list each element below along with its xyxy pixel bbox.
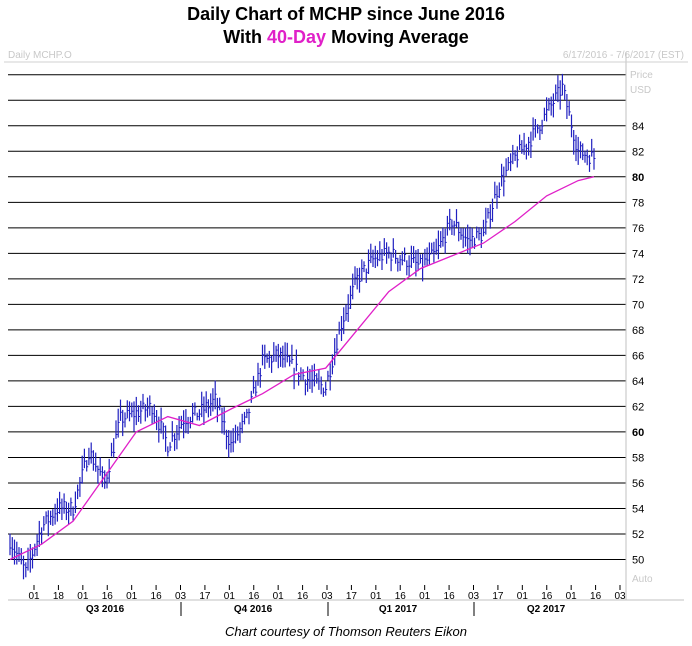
x-tick-label: 16 xyxy=(151,591,163,602)
x-tick-label: 16 xyxy=(102,591,114,602)
x-tick-label: 16 xyxy=(590,591,602,602)
y-tick-label: 84 xyxy=(632,121,644,133)
title-suffix: Moving Average xyxy=(326,27,469,47)
x-tick-label: 16 xyxy=(395,591,407,602)
chart-title-line1: Daily Chart of MCHP since June 2016 xyxy=(187,4,505,24)
y-tick-label: 80 xyxy=(632,172,644,184)
y-tick-label: 54 xyxy=(632,503,644,515)
quarter-label: Q1 2017 xyxy=(379,604,418,615)
y-tick-label: 64 xyxy=(632,376,644,388)
x-tick-label: 01 xyxy=(28,591,40,602)
y-tick-label: 70 xyxy=(632,299,644,311)
title-highlight: 40-Day xyxy=(267,27,327,47)
grid-layer xyxy=(4,52,688,601)
quarter-label: Q3 2016 xyxy=(86,604,125,615)
y-tick-label: 78 xyxy=(632,197,644,209)
moving-average-line xyxy=(9,176,595,561)
y-tick-label: 68 xyxy=(632,325,644,337)
x-tick-label: 01 xyxy=(566,591,578,602)
x-tick-label: 16 xyxy=(541,591,553,602)
quarter-label: Q2 2017 xyxy=(527,604,566,615)
x-tick-label: 17 xyxy=(199,591,211,602)
title-prefix: With xyxy=(223,27,268,47)
y-tick-label: 52 xyxy=(632,529,644,541)
x-tick-label: 01 xyxy=(273,591,285,602)
moving-average-layer xyxy=(9,176,595,561)
price-axis-label: Price xyxy=(630,70,653,81)
x-tick-label: 17 xyxy=(492,591,504,602)
price-bars-layer xyxy=(9,73,596,580)
x-tick-label: 03 xyxy=(468,591,480,602)
auto-scale-label: Auto xyxy=(632,574,653,585)
y-tick-label: 56 xyxy=(632,478,644,490)
x-tick-label: 01 xyxy=(419,591,431,602)
y-tick-label: 66 xyxy=(632,350,644,362)
chart-credit: Chart courtesy of Thomson Reuters Eikon xyxy=(224,624,468,639)
x-tick-label: 01 xyxy=(517,591,529,602)
x-tick-label: 16 xyxy=(297,591,309,602)
date-range-label: 6/17/2016 - 7/6/2017 (EST) xyxy=(562,50,684,61)
y-tick-label: 72 xyxy=(632,274,644,286)
x-tick-label: 01 xyxy=(77,591,89,602)
x-tick-label: 01 xyxy=(126,591,138,602)
y-tick-label: 82 xyxy=(632,146,644,158)
x-tick-label: 16 xyxy=(248,591,260,602)
x-tick-label: 03 xyxy=(614,591,626,602)
x-tick-label: 18 xyxy=(53,591,65,602)
quarter-label: Q4 2016 xyxy=(234,604,273,615)
y-tick-label: 76 xyxy=(632,223,644,235)
axis-layer: Price USD Auto 50 52 54 56 58 60 62 64 66 68 70 72 7… xyxy=(28,70,653,616)
y-tick-label: 50 xyxy=(632,554,644,566)
x-tick-label: 17 xyxy=(346,591,358,602)
chart-title-line2: With 40-Day Moving Average xyxy=(0,27,692,48)
y-tick-label: 60 xyxy=(632,427,644,439)
currency-axis-label: USD xyxy=(630,85,651,96)
y-tick-label: 74 xyxy=(632,248,644,260)
x-tick-label: 01 xyxy=(370,591,382,602)
x-tick-label: 16 xyxy=(444,591,456,602)
x-tick-label: 03 xyxy=(321,591,333,602)
x-tick-label: 03 xyxy=(175,591,187,602)
y-tick-label: 58 xyxy=(632,452,644,464)
y-tick-label: 62 xyxy=(632,401,644,413)
x-tick-label: 01 xyxy=(224,591,236,602)
instrument-label: Daily MCHP.O xyxy=(8,50,72,61)
